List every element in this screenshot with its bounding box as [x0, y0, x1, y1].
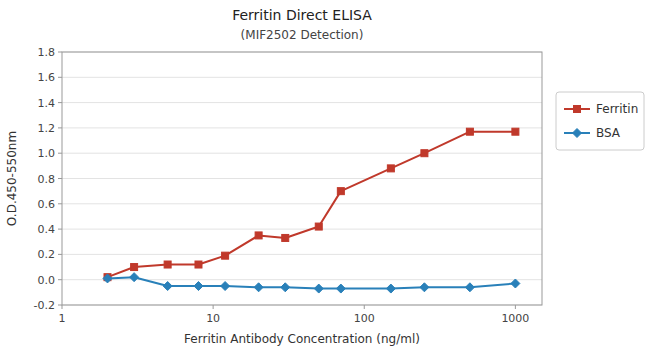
point: [336, 284, 345, 293]
point: [387, 165, 394, 172]
grid-line: [62, 102, 542, 103]
point: [131, 264, 138, 271]
x-tick-label: 100: [354, 312, 375, 325]
y-tick-label: 0.8: [38, 173, 56, 186]
grid-line: [62, 77, 542, 78]
point: [386, 284, 395, 293]
y-tick: [58, 127, 62, 128]
y-tick-label: 1.2: [38, 122, 56, 135]
point: [465, 283, 474, 292]
y-tick: [58, 305, 62, 306]
point: [164, 261, 171, 268]
y-axis-label: O.D.450-550nm: [5, 131, 19, 226]
point: [255, 232, 262, 239]
y-tick-label: 1.0: [38, 147, 56, 160]
point: [254, 283, 263, 292]
point: [221, 282, 230, 291]
y-tick: [58, 279, 62, 280]
legend: Ferritin BSA: [556, 92, 644, 150]
point: [222, 252, 229, 259]
subtitle: (MIF2502 Detection): [241, 28, 364, 42]
y-tick-label: 1.6: [38, 71, 56, 84]
y-tick: [58, 178, 62, 179]
y-tick-label: 0.4: [38, 223, 56, 236]
y-tick-label: 0.0: [38, 274, 56, 287]
y-tick: [58, 77, 62, 78]
x-tick: [62, 305, 63, 309]
y-tick: [58, 52, 62, 53]
y-tick: [58, 153, 62, 154]
y-tick: [58, 254, 62, 255]
point: [130, 273, 139, 282]
point: [315, 223, 322, 230]
title: Ferritin Direct ELISA: [232, 7, 372, 23]
grid-line: [62, 153, 542, 154]
point: [282, 234, 289, 241]
background: [0, 0, 650, 353]
point: [103, 274, 112, 283]
y-tick-label: 1.8: [38, 46, 56, 59]
legend-label: BSA: [596, 126, 621, 140]
point: [314, 284, 323, 293]
x-tick-label: 10: [206, 312, 220, 325]
point: [420, 283, 429, 292]
y-tick-label: 0.6: [38, 198, 56, 211]
point: [163, 282, 172, 291]
x-tick: [364, 305, 365, 309]
point: [466, 128, 473, 135]
grid-line: [62, 203, 542, 204]
plot-area: [103, 128, 520, 293]
x-axis-label: Ferritin Antibody Concentration (ng/ml): [184, 332, 420, 346]
point: [512, 128, 519, 135]
point: [281, 283, 290, 292]
point: [421, 150, 428, 157]
y-tick: [58, 229, 62, 230]
point: [511, 279, 520, 288]
y-tick-label: 0.2: [38, 248, 56, 261]
point: [337, 188, 344, 195]
x-tick-label: 1: [59, 312, 66, 325]
legend-label: Ferritin: [596, 102, 638, 116]
x-tick-label: 1000: [501, 312, 529, 325]
grid-line: [62, 229, 542, 230]
x-tick: [213, 305, 214, 309]
point: [195, 261, 202, 268]
series-line: [107, 132, 515, 277]
y-tick-label: -0.2: [34, 299, 55, 312]
y-tick: [58, 203, 62, 204]
plot-frame: [62, 52, 542, 305]
legend-marker: [573, 129, 582, 138]
legend-marker: [574, 106, 581, 113]
legend-box: [556, 92, 644, 150]
point: [194, 282, 203, 291]
x-tick: [515, 305, 516, 309]
y-tick-label: 1.4: [38, 97, 56, 110]
chart: -0.2 0.0 0.2 0.4 0.6 0.8 1.0 1.2 1.4 1.6 1.8 1 10 100…: [0, 0, 650, 353]
grid-line: [62, 254, 542, 255]
y-tick: [58, 102, 62, 103]
grid-line: [62, 178, 542, 179]
